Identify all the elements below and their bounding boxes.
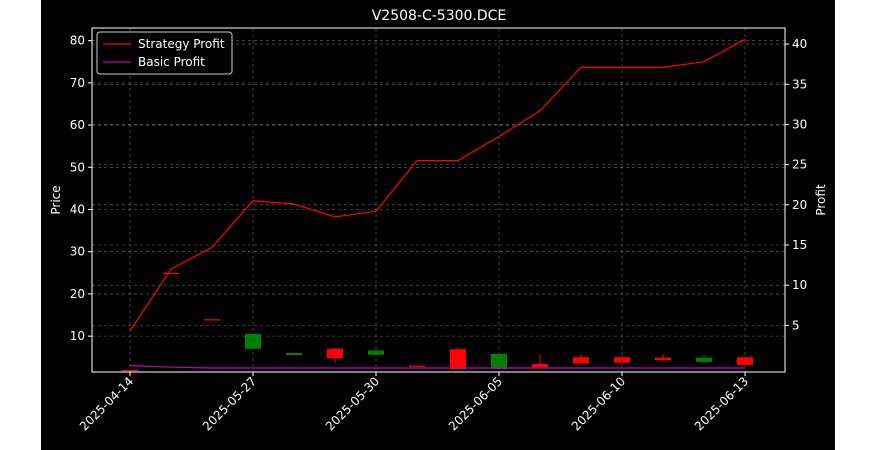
candle-body (655, 357, 671, 361)
profit-lines (129, 38, 746, 369)
left-y-tick-label: 70 (70, 76, 85, 90)
plot-frame (91, 27, 786, 373)
basic-profit-line (129, 365, 745, 369)
candle-body (368, 350, 384, 355)
candle-body (245, 334, 261, 349)
chart-title: V2508-C-5300.DCE (372, 8, 507, 24)
grid-lines (92, 28, 785, 372)
candle-body (491, 353, 507, 370)
left-y-tick-label: 10 (70, 329, 85, 343)
right-y-tick-label: 10 (792, 278, 807, 292)
left-y-tick-label: 60 (70, 118, 85, 132)
left-y-axis-label: Price (49, 185, 63, 214)
candle-body (614, 357, 630, 363)
candle-body (286, 353, 302, 356)
right-y-tick-label: 35 (792, 77, 807, 91)
left-y-tick-label: 20 (70, 287, 85, 301)
left-y-tick-label: 80 (70, 34, 85, 48)
legend-box (96, 31, 233, 75)
candle-body (163, 272, 179, 275)
candle-body (122, 369, 138, 372)
legend-label-basic: Basic Profit (138, 55, 205, 69)
right-y-tick-label: 15 (792, 238, 807, 252)
candles (122, 272, 753, 372)
left-y-tick-label: 40 (70, 202, 85, 216)
candle-body (204, 319, 220, 321)
candle-body (450, 349, 466, 370)
left-y-tick-label: 30 (70, 245, 85, 259)
right-y-tick-label: 40 (792, 37, 807, 51)
legend: Strategy Profit Basic Profit (96, 31, 233, 75)
candle-body (573, 357, 589, 364)
right-y-tick-label: 5 (792, 318, 800, 332)
strategy-profit-line (129, 38, 746, 332)
candle-body (327, 348, 343, 359)
right-y-tick-label: 25 (792, 158, 807, 172)
right-y-axis: 5 10 15 20 25 30 35 40 (785, 37, 807, 332)
legend-label-strategy: Strategy Profit (138, 37, 225, 51)
left-y-tick-label: 50 (70, 160, 85, 174)
left-y-axis: 10 20 30 40 50 60 70 80 (70, 34, 92, 343)
candle-body (696, 357, 712, 362)
figure-background (41, 0, 835, 450)
right-y-tick-label: 30 (792, 117, 807, 131)
right-y-tick-label: 20 (792, 198, 807, 212)
candle-body (532, 363, 548, 368)
candle-body (737, 357, 753, 365)
right-y-axis-label: Profit (814, 184, 828, 216)
candle-body (409, 365, 425, 367)
